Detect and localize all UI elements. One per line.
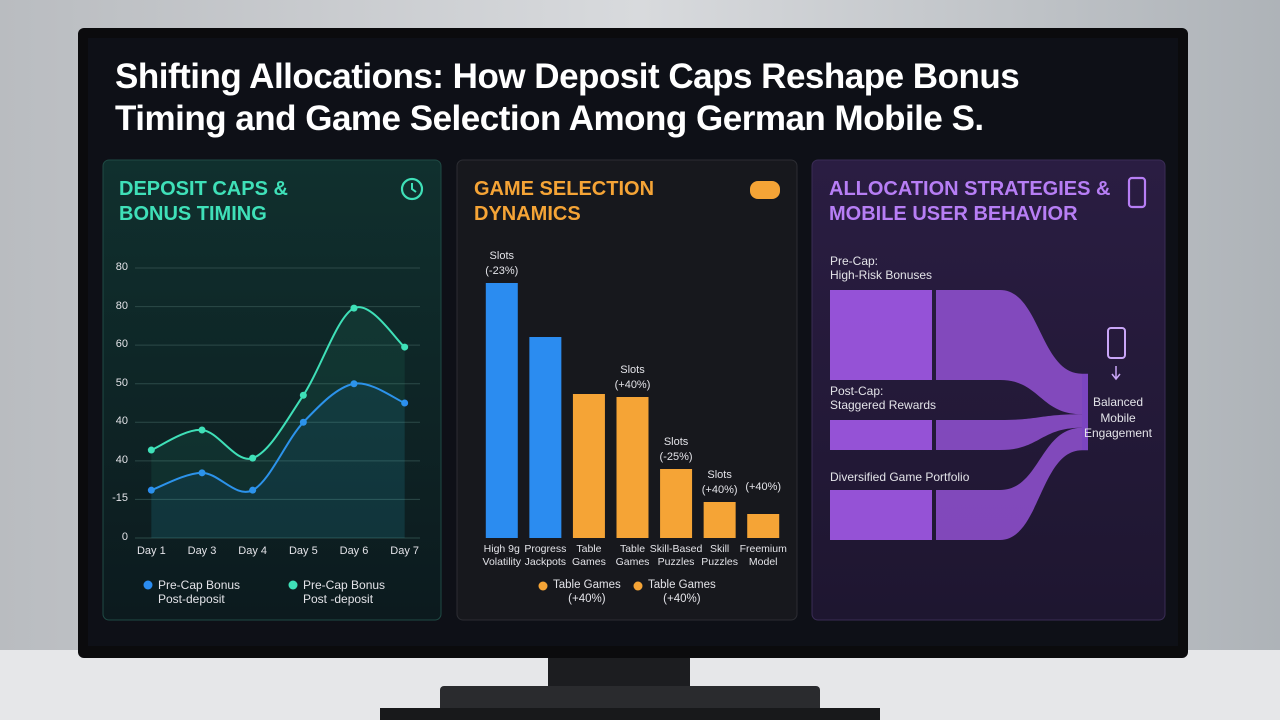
x-tick-label: Progress Jackpots — [524, 543, 567, 569]
legend-swatch — [633, 581, 643, 591]
gamepad-icon — [750, 181, 780, 199]
legend-swatch — [538, 581, 548, 591]
bar — [703, 502, 736, 538]
data-point — [249, 486, 257, 494]
y-tick-label: 60 — [115, 338, 128, 351]
x-tick-label: Day 3 — [187, 545, 217, 557]
data-point — [299, 391, 307, 399]
clock-icon — [400, 177, 424, 201]
node-label: Diversified Game Portfolio — [830, 470, 970, 484]
x-tick-label: Day 5 — [288, 545, 318, 557]
sankey-node — [830, 290, 932, 380]
panel-title: DEPOSIT CAPS & BONUS TIMING — [119, 178, 288, 225]
sankey-node — [830, 490, 932, 540]
y-tick-label: 0 — [121, 531, 128, 543]
sankey-target — [1082, 373, 1088, 451]
bar — [616, 397, 649, 538]
data-point — [198, 426, 206, 434]
node-label: Pre-Cap: High-Risk Bonuses — [830, 254, 933, 283]
x-tick-label: Freemium Model — [739, 543, 787, 569]
annotation: Slots (-25%) — [659, 436, 693, 464]
legend-label: Table Games (+40%) — [553, 579, 621, 605]
data-point — [299, 418, 307, 426]
bar — [747, 514, 780, 538]
target-label: Balanced Mobile Engagement — [1083, 395, 1153, 441]
annotation: Slots (-23%) — [485, 250, 519, 278]
y-tick-label: -15 — [112, 492, 128, 505]
data-point — [350, 304, 358, 312]
panel — [102, 159, 442, 621]
x-tick-label: Day 6 — [339, 545, 369, 557]
page-title: Shifting Allocations: How Deposit Caps R… — [115, 57, 1020, 138]
annotation: Slots (+40%) — [701, 469, 738, 497]
panel-title: GAME SELECTION DYNAMICS — [474, 178, 655, 225]
y-tick-label: 40 — [115, 453, 128, 466]
node-label: Post-Cap: Staggered Rewards — [830, 384, 937, 413]
bar — [485, 283, 518, 538]
phone-icon — [1127, 176, 1147, 209]
x-tick-label: Skill Puzzles — [701, 543, 739, 569]
y-tick-label: 80 — [115, 299, 128, 312]
x-tick-label: Table Games — [572, 543, 606, 569]
data-point — [147, 446, 155, 454]
clock-icon — [411, 183, 417, 193]
x-tick-label: Day 1 — [136, 545, 166, 557]
annotation: Slots (+40%) — [614, 364, 651, 392]
monitor-neck — [548, 655, 690, 690]
data-point — [198, 469, 206, 477]
data-point — [401, 399, 409, 407]
keyboard — [380, 708, 880, 720]
series-area — [151, 307, 405, 538]
bar — [572, 394, 605, 538]
y-tick-label: 50 — [115, 376, 128, 389]
bar — [529, 337, 562, 538]
data-point — [249, 454, 257, 462]
bar — [660, 469, 693, 538]
y-tick-label: 40 — [115, 415, 128, 428]
legend-swatch — [143, 580, 153, 590]
sankey-flow — [936, 414, 1082, 450]
x-tick-label: Day 4 — [238, 545, 268, 557]
legend-swatch — [288, 580, 298, 590]
panel-title: ALLOCATION STRATEGIES & MOBILE USER BEHA… — [829, 178, 1111, 225]
sankey-node — [830, 420, 932, 450]
data-point — [350, 380, 358, 388]
data-point — [147, 486, 155, 494]
sankey-flow — [936, 290, 1082, 415]
x-tick-label: High 9g Volatility — [482, 543, 522, 569]
legend-label: Pre-Cap Bonus Post-deposit — [158, 578, 241, 607]
arrow-icon — [1111, 366, 1121, 381]
annotation: (+40%) — [745, 481, 782, 493]
sankey-flow — [936, 427, 1082, 540]
y-tick-label: 80 — [115, 261, 128, 273]
legend-label: Table Games (+40%) — [648, 579, 716, 605]
x-tick-label: Skill-Based Puzzles — [649, 543, 703, 569]
legend-label: Pre-Cap Bonus Post -deposit — [303, 578, 386, 607]
phone-icon — [1107, 327, 1126, 359]
data-point — [401, 343, 409, 351]
x-tick-label: Day 7 — [390, 545, 420, 557]
x-tick-label: Table Games — [615, 543, 650, 569]
